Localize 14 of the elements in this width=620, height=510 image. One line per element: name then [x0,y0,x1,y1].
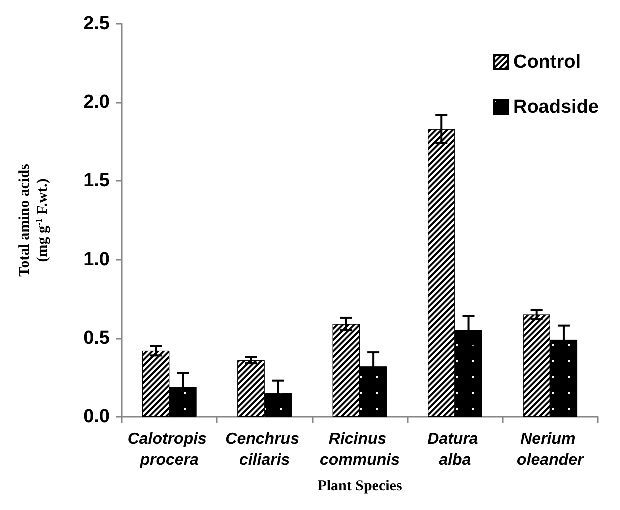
y-tick-label: 1.0 [84,249,110,270]
x-tick-label: Calotropis procera [128,431,212,469]
y-tick-label: 2.0 [84,92,110,114]
y-tick-label: 2.5 [84,14,110,34]
legend-label: Roadside [513,97,600,118]
x-axis-title: Plant Species [318,478,402,494]
legend-label: Control [513,52,582,73]
x-tick-label: Cenchrus ciliaris [226,431,304,469]
x-tick-label: Ricinus communis [320,431,400,469]
y-tick-label: 1.5 [84,170,110,192]
y-tick-label: 0.0 [84,406,110,428]
y-tick-label: 0.5 [84,328,110,349]
x-tick-label: Datura alba [428,431,483,469]
x-tick-label: Nerium oleander [517,431,585,469]
